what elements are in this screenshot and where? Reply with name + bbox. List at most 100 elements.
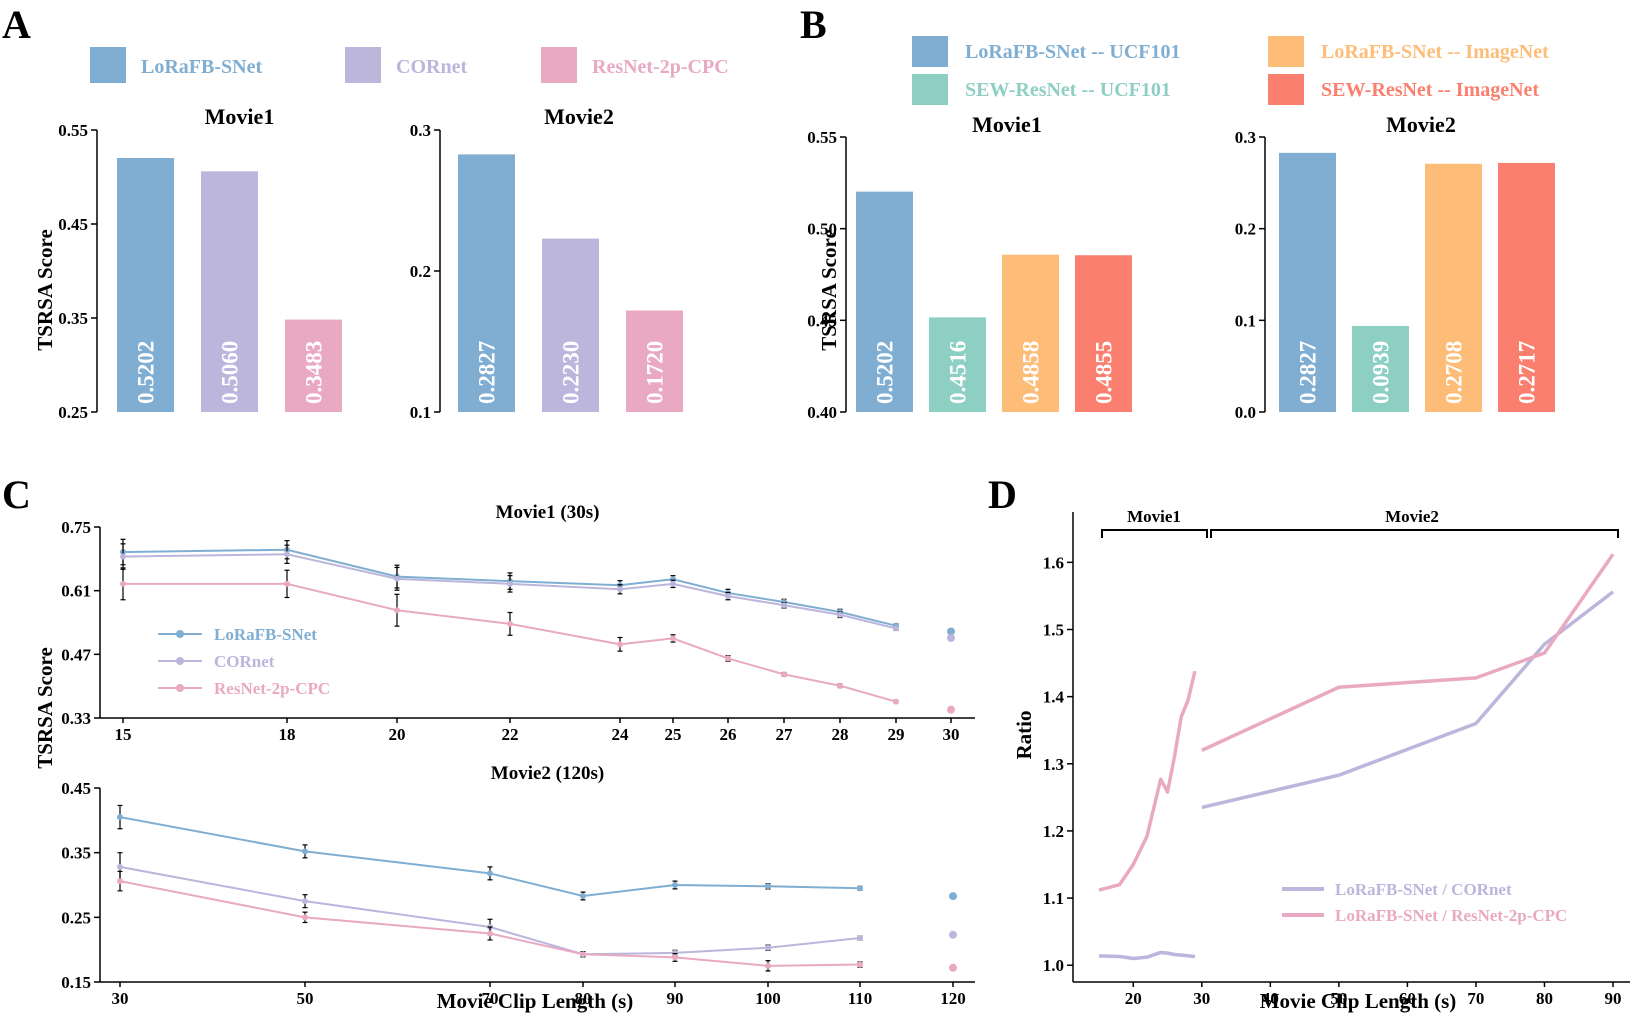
A1-bar-label: 0.5060 [218, 341, 243, 404]
C2-point [487, 930, 493, 937]
C2-xtick-label: 80 [575, 989, 592, 1008]
C2-point [672, 949, 678, 956]
d-xtick-label: 40 [1262, 989, 1279, 1008]
B2-bar-label: 0.0939 [1369, 341, 1394, 404]
C1-xtick-label: 22 [502, 725, 519, 744]
ylabel-b: TSRSA Score [817, 229, 841, 351]
A2-title: Movie2 [544, 104, 614, 129]
legend-a-swatch-resnet [541, 47, 577, 83]
A2-bar [542, 238, 599, 412]
B2-bar [1279, 152, 1336, 412]
B2-bar-label: 0.2827 [1296, 341, 1321, 404]
C2-point [857, 935, 863, 942]
C1-series-line [122, 553, 897, 630]
A2-ytick-label: 0.1 [410, 403, 431, 422]
panel-letter-b: B [800, 2, 827, 47]
d-series-line [1098, 670, 1197, 892]
B2-bar [1352, 325, 1409, 412]
C2-xtick-label: 110 [848, 989, 873, 1008]
C1-full-point [947, 627, 955, 636]
C1-point [507, 620, 513, 627]
B2-bar-label: 0.2717 [1515, 341, 1540, 404]
B1-bar-label: 0.4858 [1019, 341, 1044, 404]
C2-point [672, 882, 678, 888]
C1-point [617, 586, 623, 593]
C2-ytick-label: 0.35 [61, 844, 91, 863]
C2-point [672, 954, 678, 961]
legend-a-swatch-cornet [345, 47, 381, 83]
C1-point [781, 671, 787, 678]
d-ytick-label: 1.6 [1043, 553, 1064, 572]
panel-letter-c: C [2, 472, 31, 517]
C1-xtick-label: 25 [665, 725, 682, 744]
B2-ytick-label: 0.0 [1235, 403, 1256, 422]
A1-bar [285, 319, 342, 412]
A2-bar [458, 154, 515, 412]
C1-point [837, 682, 843, 689]
legend-c-label-lorafb: LoRaFB-SNet [214, 625, 317, 644]
bracket-movie2-label: Movie2 [1385, 507, 1439, 526]
C2-point [487, 870, 493, 877]
ylabel-d: Ratio [1012, 711, 1036, 760]
d-xtick-label: 80 [1536, 989, 1553, 1008]
d-xtick-label: 70 [1467, 989, 1484, 1008]
legend-c-marker-resnet [176, 684, 184, 692]
A2-ytick-label: 0.3 [410, 121, 431, 140]
C1-xtick-label: 24 [612, 725, 630, 744]
legend-a-label-resnet: ResNet-2p-CPC [592, 56, 729, 78]
A2-bar [626, 310, 683, 412]
C1-point [781, 602, 787, 609]
C1-point [837, 611, 843, 618]
C2-point [857, 885, 863, 892]
C1-point [394, 575, 400, 582]
legend-b: LoRaFB-SNet -- UCF101 LoRaFB-SNet -- Ima… [912, 36, 1549, 105]
bracket-movie1: Movie1 [1101, 507, 1208, 538]
C1-point [893, 698, 899, 705]
B1-bar [1075, 255, 1132, 412]
A1-bar [201, 171, 258, 412]
d-ytick-label: 1.0 [1043, 956, 1064, 975]
legend-b-swatch-sew-imagenet [1268, 74, 1304, 105]
legend-b-label-lorafb-imagenet: LoRaFB-SNet -- ImageNet [1321, 41, 1549, 63]
d-ytick-label: 1.4 [1043, 688, 1065, 707]
B1-ytick-label: 0.45 [807, 311, 837, 330]
d-series-line [1098, 950, 1196, 961]
B1-bar-label: 0.4855 [1092, 341, 1117, 404]
C2-xtick-label: 50 [297, 989, 314, 1008]
C2-ytick-label: 0.45 [61, 779, 91, 798]
C1-xtick-label: 30 [943, 725, 960, 744]
C2-full-point [949, 930, 957, 939]
bracket-movie1-label: Movie1 [1127, 507, 1181, 526]
A1-ytick-label: 0.35 [58, 309, 88, 328]
B1-bar-label: 0.4516 [946, 341, 971, 404]
C2-xtick-label: 30 [112, 989, 129, 1008]
C2-ytick-label: 0.25 [61, 908, 91, 927]
d-xtick-label: 60 [1399, 989, 1416, 1008]
legend-b-label-sew-ucf: SEW-ResNet -- UCF101 [965, 79, 1171, 101]
C1-point [284, 551, 290, 558]
xlabel-d: Movie Clip Length (s) [1260, 989, 1457, 1013]
C1-xtick-label: 15 [115, 725, 132, 744]
d-ytick-label: 1.5 [1043, 621, 1064, 640]
A2-bar-label: 0.2230 [559, 341, 584, 404]
chart-d-ratio: 1.0 1.1 1.2 1.3 1.4 1.5 1.6 20 30 40 50 60 70 80 90 [1043, 512, 1630, 1008]
C1-xtick-label: 27 [776, 725, 794, 744]
C1-point [893, 625, 899, 632]
C2-full-point [949, 963, 957, 972]
legend-c-label-cornet: CORnet [214, 652, 275, 671]
A1-title: Movie1 [205, 104, 275, 129]
C2-series-line [119, 816, 861, 898]
xlabel-c: Movie Clip Length (s) [437, 989, 634, 1013]
legend-c-marker-cornet [176, 657, 184, 665]
legend-b-swatch-sew-ucf [912, 74, 948, 105]
C1-point [394, 607, 400, 614]
chart-c-movie2: 0.15 0.25 0.35 0.45 30 50 70 80 90 100 110 120 Movie… [61, 763, 975, 1008]
legend-d-label-resnet: LoRaFB-SNet / ResNet-2p-CPC [1335, 906, 1567, 925]
B1-ytick-label: 0.50 [807, 220, 837, 239]
legend-b-swatch-lorafb-ucf [912, 36, 948, 67]
C1-point [725, 655, 731, 662]
legend-a-swatch-lorafb [90, 47, 126, 83]
C1-point [284, 580, 290, 587]
C1-series-line [122, 548, 897, 627]
